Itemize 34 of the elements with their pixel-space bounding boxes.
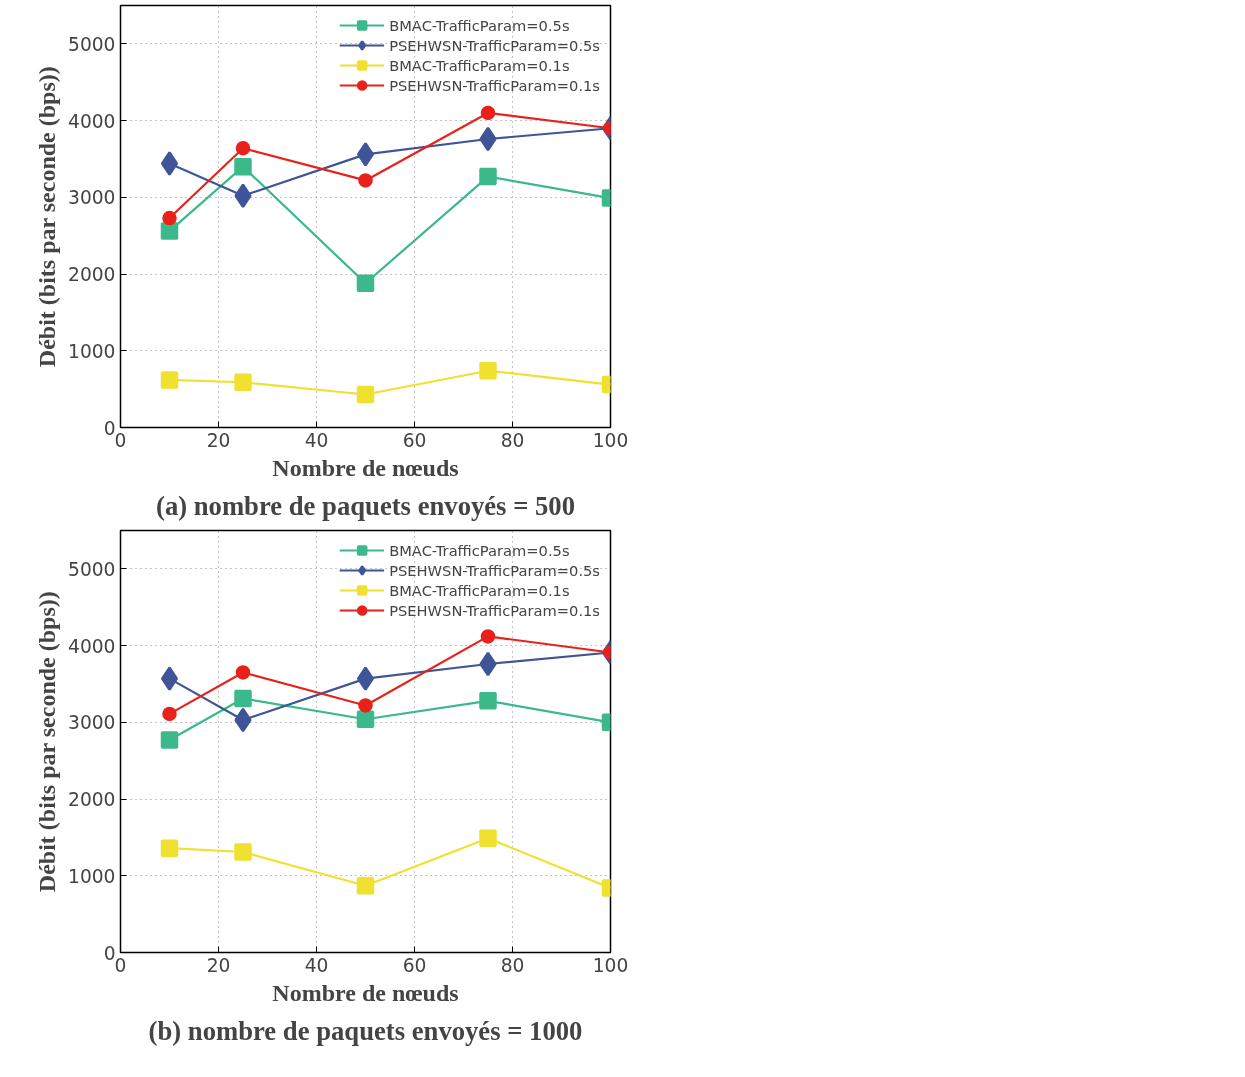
x-tick-label: 20 [206, 429, 231, 451]
x-tick-label: 80 [500, 429, 525, 451]
y-tick-label: 4000 [68, 635, 116, 657]
y-axis-title: Débit (bits par seconde (bps)) [34, 66, 61, 368]
y-tick-label: 3000 [68, 712, 116, 734]
y-axis-title: Débit (bits par seconde (bps)) [34, 591, 61, 893]
legend-label: BMAC-TrafficParam=0.1s [389, 581, 570, 599]
x-tick-label: 40 [304, 954, 329, 976]
x-tick-label: 100 [592, 429, 629, 451]
x-tick-label: 80 [500, 954, 525, 976]
x-axis-title: Nombre de nœuds [272, 454, 459, 481]
y-tick-label: 2000 [68, 789, 116, 811]
text: (a) nombre de paquets envoyés = 500 [156, 490, 576, 521]
legend-label: BMAC-TrafficParam=0.5s [389, 541, 570, 559]
x-axis-title: Nombre de nœuds [272, 979, 459, 1006]
x-tick-label: 100 [592, 954, 629, 976]
x-tick-label: 20 [206, 954, 231, 976]
legend-label: BMAC-TrafficParam=0.1s [389, 56, 570, 74]
legend-label: PSEHWSN-TrafficParam=0.1s [389, 76, 600, 94]
y-tick-label: 5000 [68, 33, 116, 55]
legend-label: PSEHWSN-TrafficParam=0.5s [389, 561, 600, 579]
legend-label: PSEHWSN-TrafficParam=0.1s [389, 601, 600, 619]
x-tick-label: 40 [304, 429, 329, 451]
y-tick-label: 1000 [68, 865, 116, 887]
x-tick-label: 60 [402, 954, 427, 976]
legend-label: BMAC-TrafficParam=0.5s [389, 16, 570, 34]
y-tick-label: 3000 [68, 187, 116, 209]
y-tick-label: 5000 [68, 558, 116, 580]
y-tick-label: 4000 [68, 110, 116, 132]
text: (b) nombre de paquets envoyés = 1000 [148, 1015, 583, 1046]
legend-label: PSEHWSN-TrafficParam=0.5s [389, 36, 600, 54]
y-tick-label: 2000 [68, 264, 116, 286]
x-tick-label: 60 [402, 429, 427, 451]
y-tick-label: 1000 [68, 340, 116, 362]
